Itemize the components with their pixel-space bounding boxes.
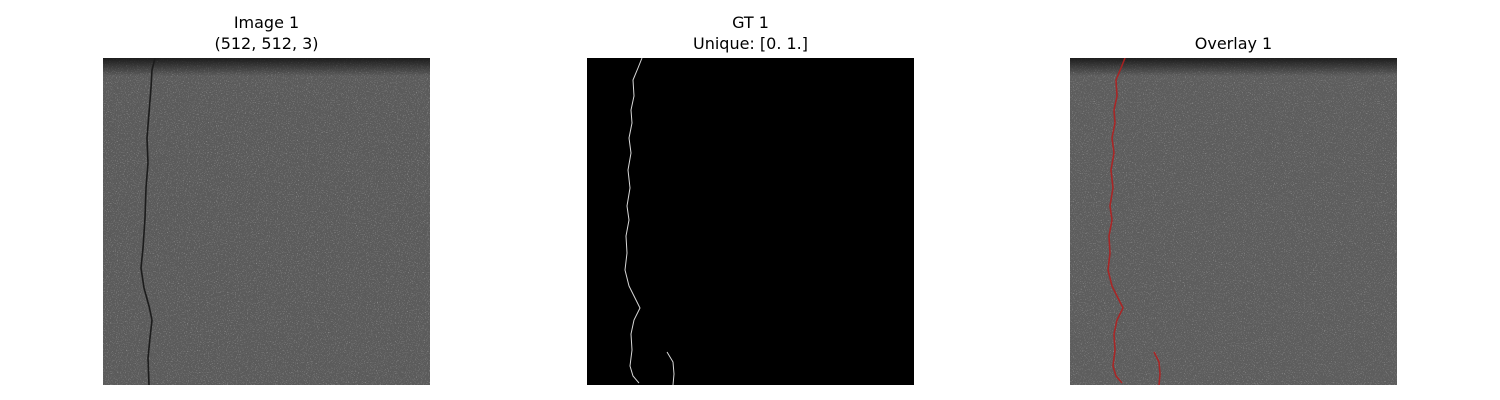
image-panel: Image 1 (512, 512, 3) xyxy=(103,0,430,400)
overlay-crack-branch xyxy=(1153,351,1161,385)
pavement-image xyxy=(103,58,430,385)
crack-line xyxy=(140,58,156,385)
image-shape-label: (512, 512, 3) xyxy=(214,34,319,53)
ground-truth-panel: GT 1 Unique: [0. 1.] xyxy=(587,0,914,400)
overlay-title: Overlay 1 xyxy=(1194,34,1273,53)
overlay-image xyxy=(1070,58,1397,385)
ground-truth-mask xyxy=(587,58,914,385)
overlay-panel: Overlay 1 xyxy=(1070,0,1397,400)
overlay-crack-line xyxy=(1107,58,1126,384)
crack-mask-branch xyxy=(666,351,675,385)
crack-mask-line xyxy=(624,58,643,384)
ground-truth-title: GT 1 xyxy=(732,13,769,32)
unique-values-label: Unique: [0. 1.] xyxy=(692,34,808,53)
image-title: Image 1 xyxy=(233,13,300,32)
